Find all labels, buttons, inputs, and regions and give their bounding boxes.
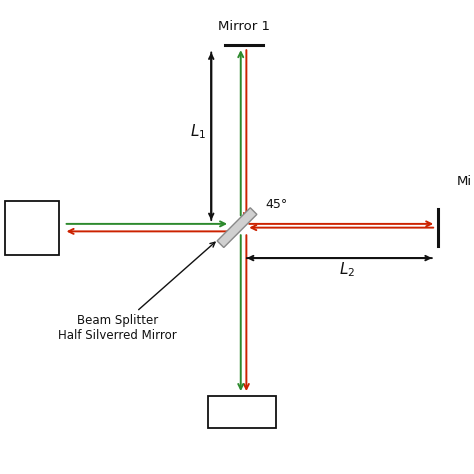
Text: 45°: 45° <box>265 198 287 211</box>
Text: Mirro: Mirro <box>457 175 474 188</box>
Polygon shape <box>217 208 257 247</box>
Text: $L_1$: $L_1$ <box>190 122 206 141</box>
Text: Light: Light <box>16 217 48 227</box>
Text: Beam Splitter
Half Silverred Mirror: Beam Splitter Half Silverred Mirror <box>58 242 215 342</box>
Bar <box>208 396 276 428</box>
Text: source: source <box>11 231 53 241</box>
Text: Detector: Detector <box>216 406 267 419</box>
Bar <box>5 201 59 255</box>
Text: Mirror 1: Mirror 1 <box>218 20 270 33</box>
Text: $L_2$: $L_2$ <box>339 260 355 279</box>
